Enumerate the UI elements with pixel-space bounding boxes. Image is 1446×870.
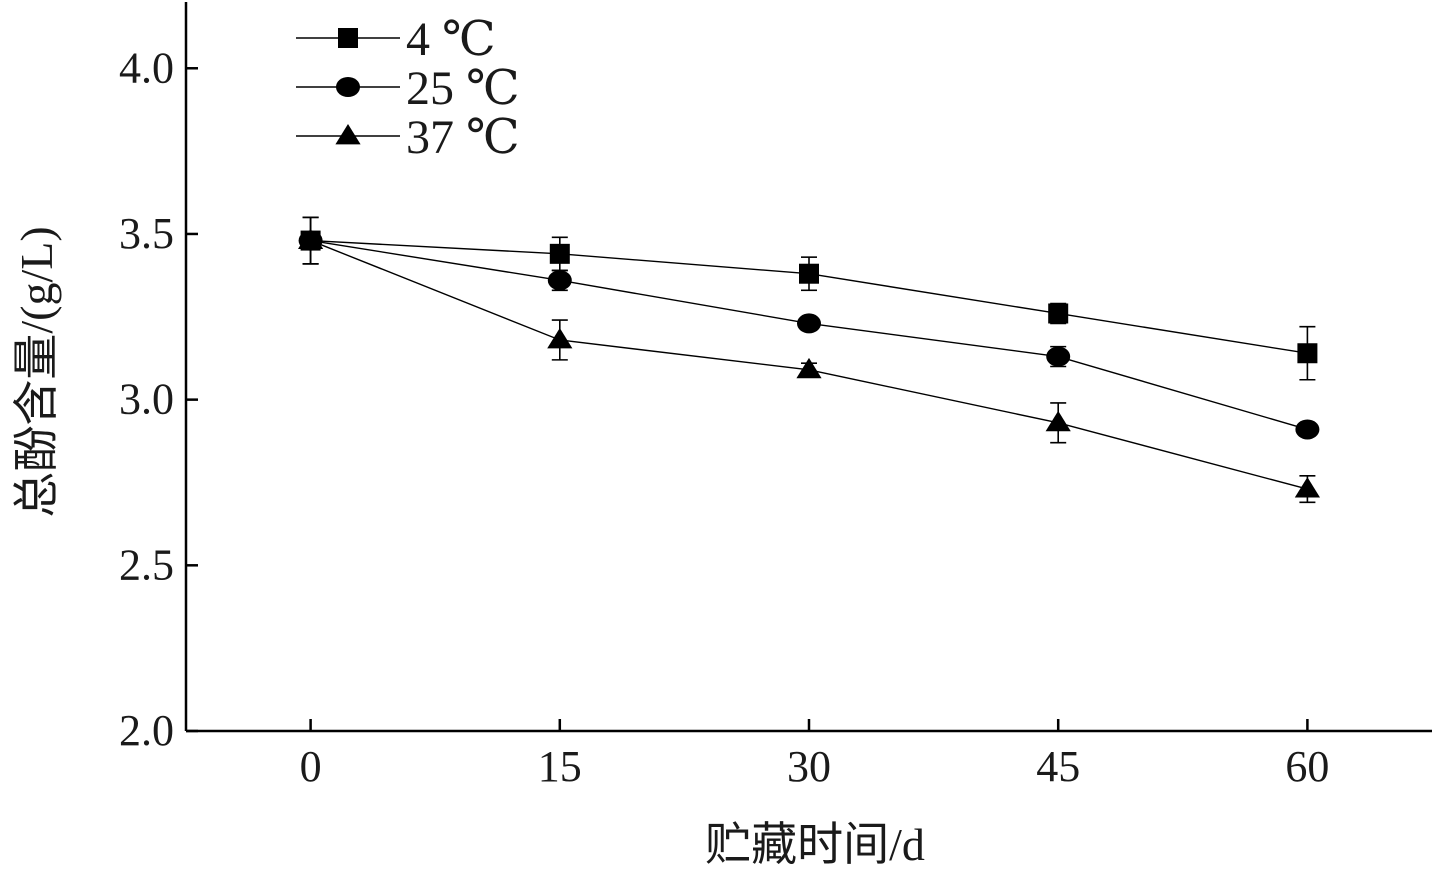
- series-layer: [298, 216, 1320, 504]
- x-tick-label: 45: [1036, 742, 1080, 791]
- series-circle: [298, 216, 1320, 440]
- data-point: [796, 357, 822, 379]
- data-point: [1297, 343, 1318, 364]
- data-point: [1045, 410, 1071, 432]
- x-tick-label: 0: [300, 742, 322, 791]
- data-point: [547, 270, 572, 291]
- legend: 4 ℃25 ℃37 ℃: [296, 13, 520, 164]
- legend-marker: [335, 124, 361, 145]
- y-axis-title: 总酚含量/(g/L): [11, 226, 62, 517]
- data-point: [549, 243, 570, 264]
- series-square: [300, 216, 1318, 381]
- data-point: [797, 313, 821, 334]
- y-tick-label: 3.0: [119, 375, 174, 424]
- y-tick-label: 4.0: [119, 43, 174, 92]
- legend-label: 4 ℃: [406, 13, 496, 66]
- x-axis-title: 贮藏时间/d: [705, 819, 925, 870]
- y-tick-label: 2.0: [119, 706, 174, 755]
- data-point: [1046, 346, 1071, 367]
- legend-label: 37 ℃: [406, 111, 520, 164]
- legend-label: 25 ℃: [406, 62, 520, 115]
- series-triangle: [298, 216, 1320, 504]
- x-tick-label: 15: [538, 742, 582, 791]
- y-tick-label: 2.5: [119, 540, 174, 589]
- legend-marker: [338, 28, 358, 48]
- x-tick-label: 60: [1285, 742, 1329, 791]
- data-point: [1294, 477, 1320, 498]
- data-point: [799, 263, 819, 284]
- data-point: [1295, 419, 1320, 440]
- data-point: [547, 327, 573, 349]
- axes: 2.0 2.5 3.0 3.5 4.0 0 15 30 45 60: [119, 2, 1432, 791]
- y-tick-label: 3.5: [119, 209, 174, 258]
- data-point: [1048, 303, 1069, 324]
- x-tick-label: 30: [787, 742, 831, 791]
- legend-marker: [336, 77, 360, 97]
- data-point: [298, 228, 324, 249]
